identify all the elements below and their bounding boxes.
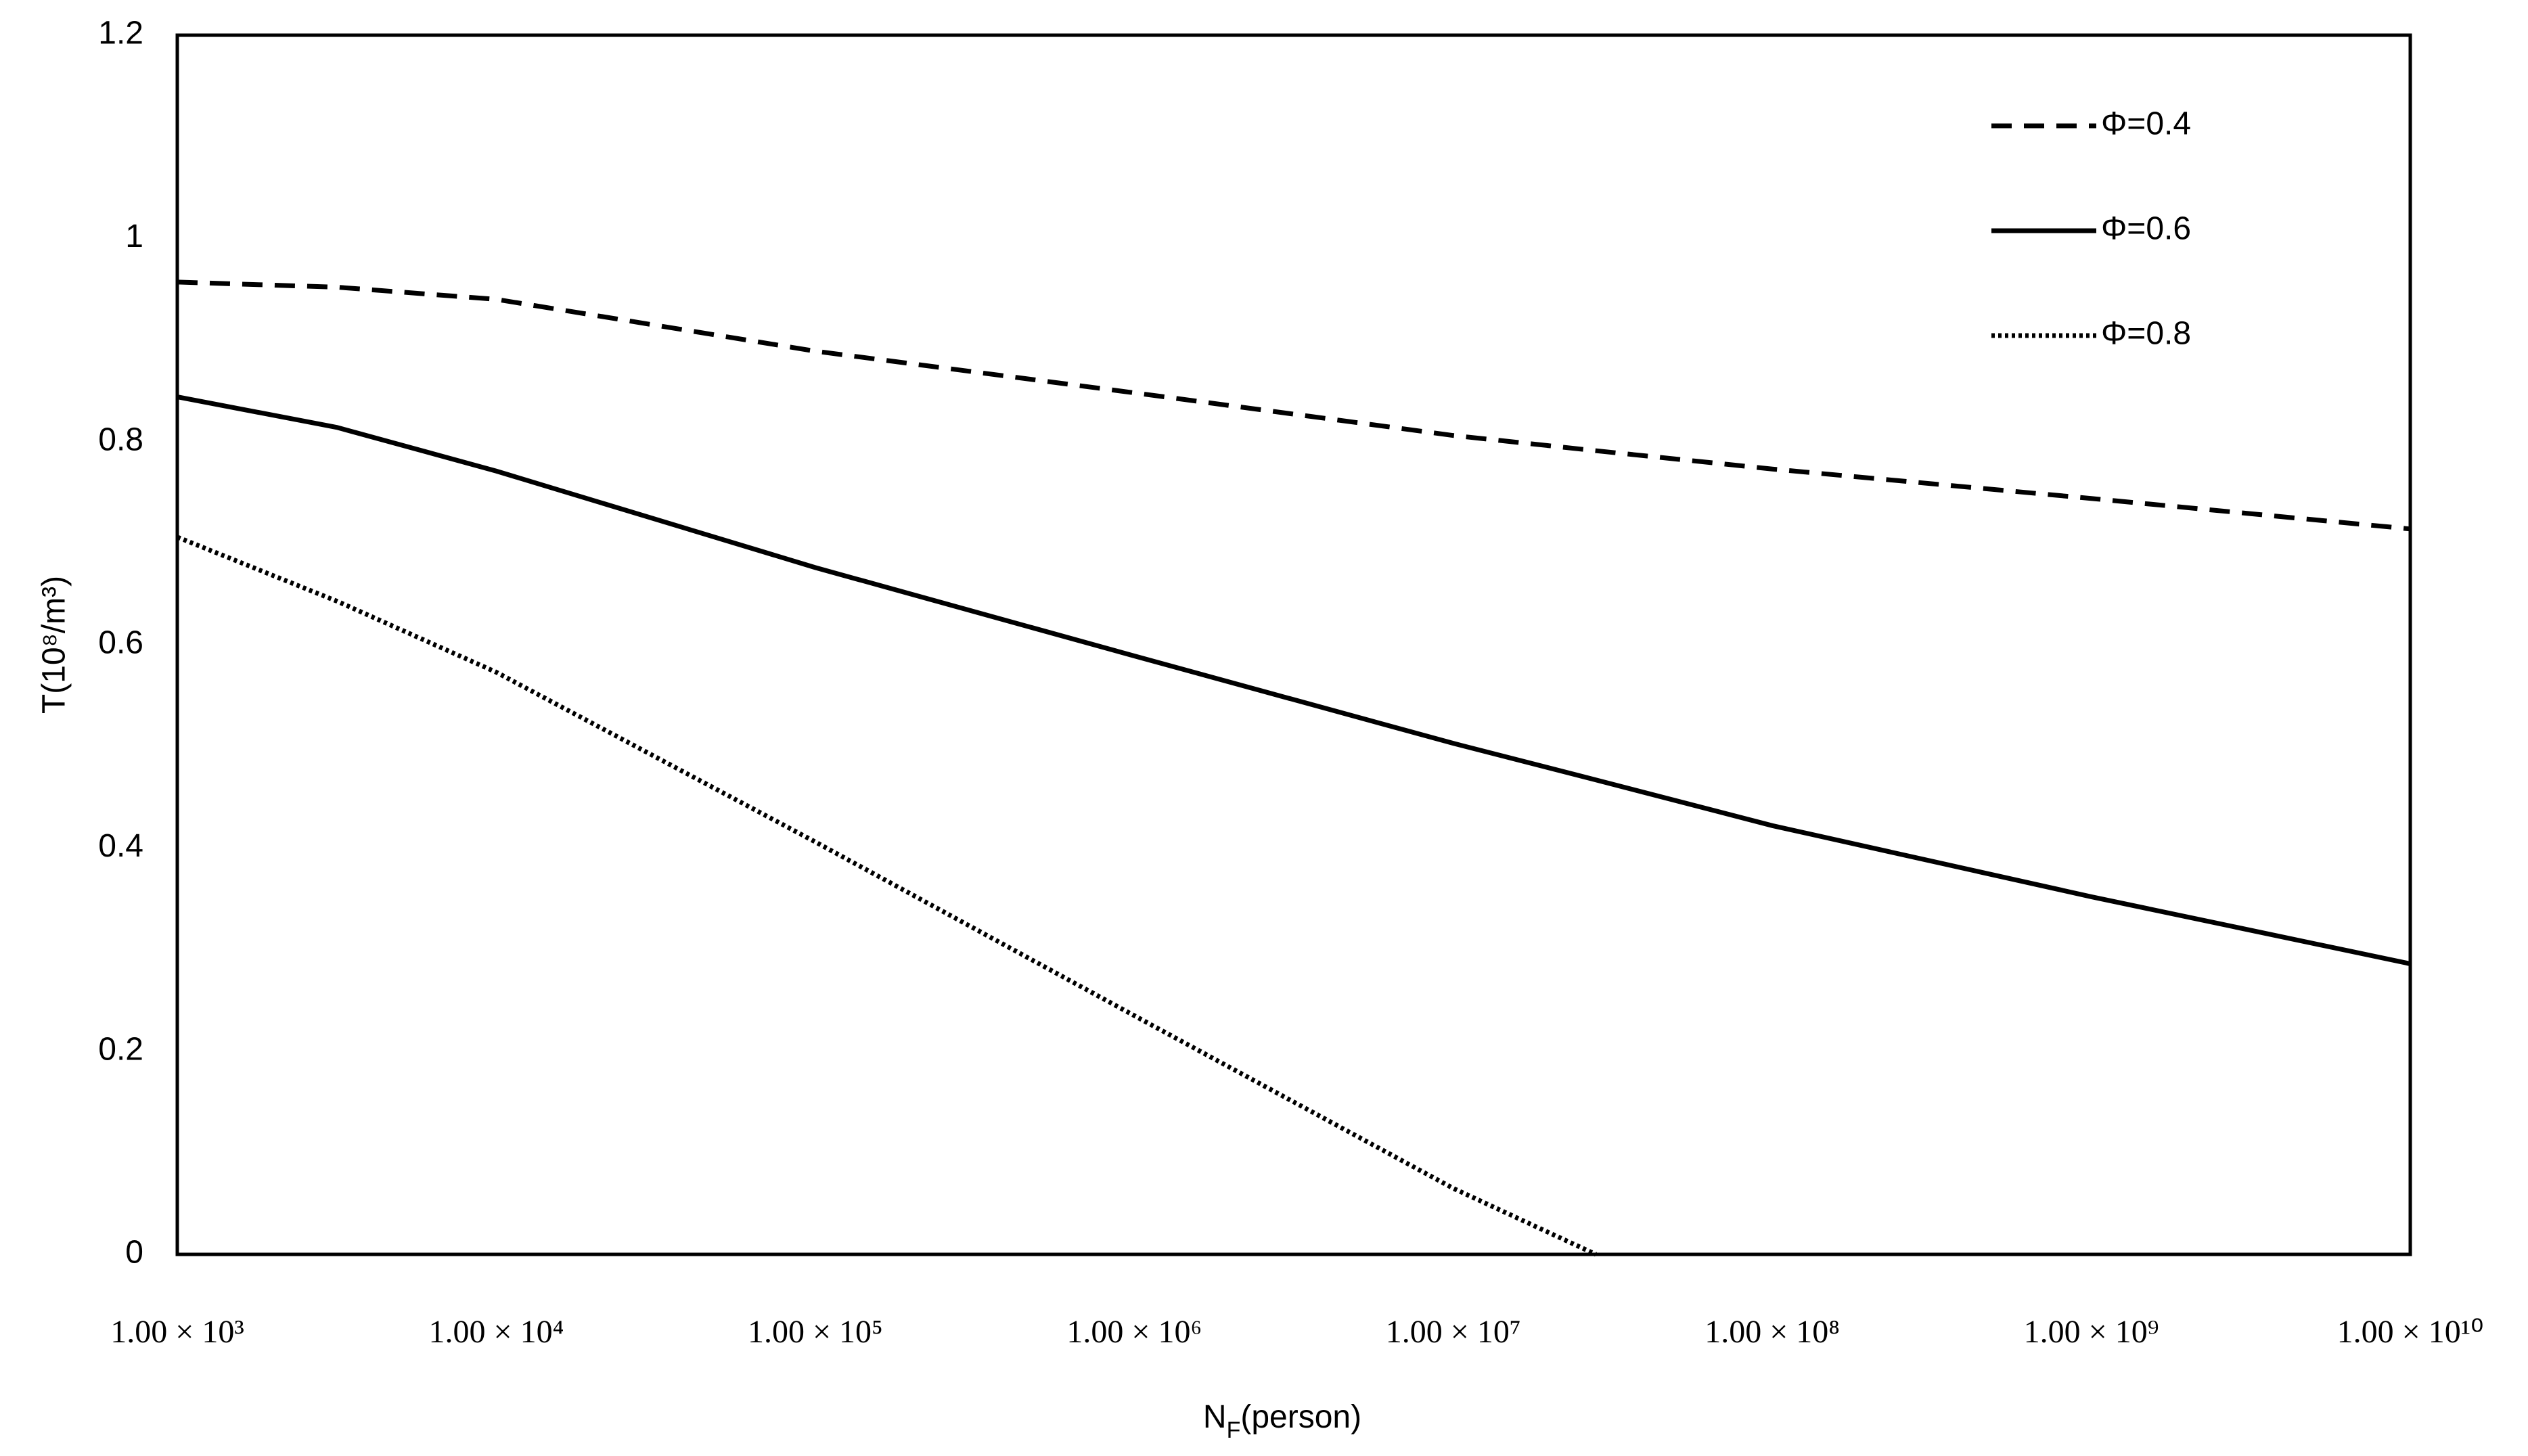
- x-tick-label: 1.00 × 10⁵: [748, 1314, 883, 1350]
- x-axis-label-part: (person): [1240, 1399, 1361, 1435]
- x-tick-label: 1.00 × 10⁸: [1705, 1314, 1840, 1350]
- x-tick-label: 1.00 × 10⁴: [429, 1314, 564, 1350]
- legend-label: Φ=0.4: [2101, 106, 2191, 142]
- x-tick-label: 1.00 × 10⁶: [1066, 1314, 1202, 1350]
- x-axis-label-part: N: [1203, 1399, 1227, 1435]
- y-tick-label: 0.6: [98, 625, 143, 661]
- legend-label: Φ=0.8: [2101, 316, 2191, 352]
- y-tick-label: 0.2: [98, 1031, 143, 1067]
- y-tick-label: 1.2: [98, 16, 143, 51]
- y-axis-label: T(10⁸/m³): [37, 576, 72, 714]
- line-series: [177, 279, 2411, 532]
- x-tick-label: 1.00 × 10⁹: [2024, 1314, 2159, 1350]
- x-axis-label-part: F: [1227, 1417, 1241, 1443]
- x-tick-label: 1.00 × 10³: [110, 1314, 244, 1350]
- y-tick-label: 0.4: [98, 828, 143, 864]
- legend-label: Φ=0.6: [2101, 211, 2191, 247]
- x-tick-label: 1.00 × 10¹⁰: [2337, 1314, 2484, 1350]
- x-axis-label: NF(person): [1203, 1399, 1361, 1443]
- y-tick-label: 1: [125, 219, 143, 254]
- y-tick-label: 0: [125, 1235, 143, 1271]
- y-tick-label: 0.8: [98, 422, 143, 457]
- line-series: [177, 394, 2411, 966]
- line-series: [176, 534, 1597, 1257]
- x-tick-label: 1.00 × 10⁷: [1386, 1314, 1521, 1350]
- plot-frame: [175, 33, 2412, 1256]
